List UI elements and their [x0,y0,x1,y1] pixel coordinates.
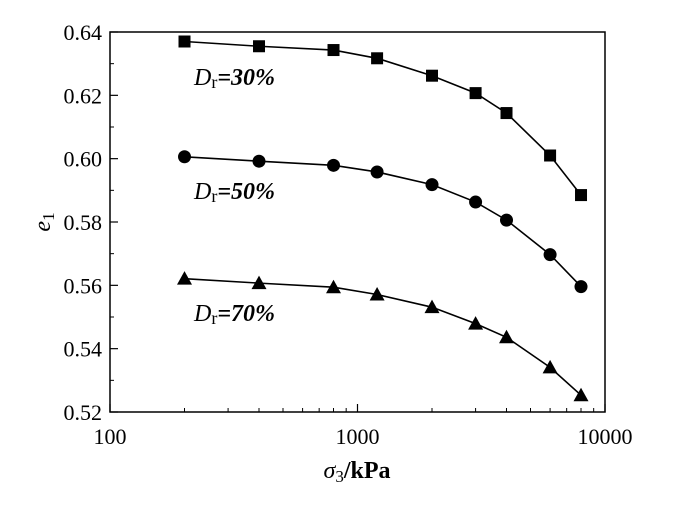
marker-square-0-0 [178,35,191,48]
axes-frame [109,31,606,413]
marker-circle-1-2 [327,158,341,172]
marker-square-0-8 [575,189,588,202]
marker-triangle-2-8 [573,387,589,402]
marker-square-0-3 [371,52,384,65]
marker-triangle-2-0 [177,271,193,285]
x-tick-label-1: 1000 [336,424,380,449]
y-tick-label-6: 0.64 [64,20,103,45]
marker-triangle-2-2 [326,279,342,294]
y-tick-label-3: 0.58 [64,210,103,235]
x-tick-label-0: 100 [94,424,127,449]
marker-circle-1-4 [425,178,439,192]
series-line-1 [184,155,582,288]
marker-square-0-2 [327,44,340,57]
series-group [177,35,589,402]
y-axis-label: e1 [30,212,58,231]
marker-circle-1-0 [178,150,192,164]
marker-triangle-2-3 [369,287,385,301]
y-tick-label-1: 0.54 [64,337,103,362]
series-line-2 [184,277,582,396]
marker-triangle-2-4 [424,299,440,314]
y-tick-label-0: 0.52 [64,400,103,425]
marker-circle-1-6 [500,213,514,227]
series-label-dr50: Dr=50% [193,179,275,206]
y-axis-ticks: 0.52 0.54 0.56 0.58 0.60 0.62 0.64 [64,20,118,425]
marker-square-0-7 [544,149,557,162]
marker-circle-1-8 [574,280,588,294]
y-tick-label-4: 0.60 [64,147,103,172]
marker-triangle-2-6 [499,329,515,344]
y-tick-label-2: 0.56 [64,273,103,298]
marker-square-0-4 [426,69,439,82]
plot-frame [109,31,606,413]
series-label-dr70: Dr=70% [193,301,275,328]
marker-circle-1-3 [370,165,384,179]
x-axis-ticks: 100 1000 10000 [94,404,633,449]
marker-circle-1-1 [252,154,266,168]
x-axis-label: σ3/kPa [323,458,390,486]
marker-triangle-2-5 [468,316,484,330]
series-label-dr30: Dr=30% [193,65,275,92]
marker-triangle-2-1 [251,275,267,290]
marker-square-0-5 [469,87,482,100]
marker-square-0-6 [500,107,513,120]
marker-circle-1-5 [469,195,483,209]
marker-triangle-2-7 [542,359,558,374]
x-tick-label-2: 10000 [578,424,633,449]
y-tick-label-5: 0.62 [64,83,103,108]
marker-circle-1-7 [543,248,557,262]
marker-square-0-1 [253,40,266,53]
